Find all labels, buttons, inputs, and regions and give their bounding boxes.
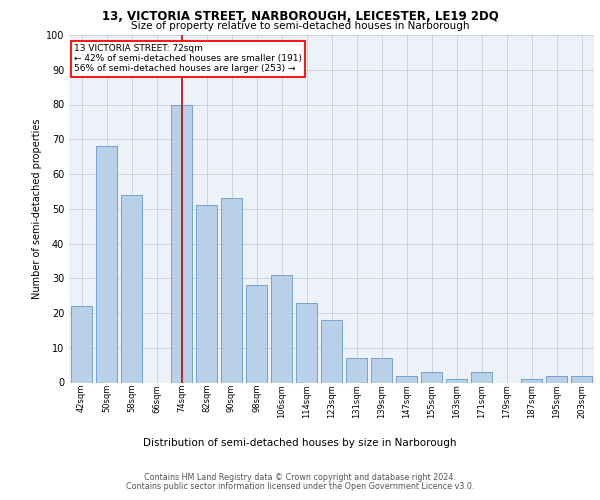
Bar: [171, 104, 192, 382]
Bar: [471, 372, 492, 382]
Bar: [321, 320, 342, 382]
Bar: [546, 376, 567, 382]
Text: Contains public sector information licensed under the Open Government Licence v3: Contains public sector information licen…: [126, 482, 474, 491]
Bar: [296, 302, 317, 382]
Bar: [246, 285, 267, 382]
Bar: [96, 146, 117, 382]
Bar: [571, 376, 592, 382]
Bar: [221, 198, 242, 382]
Y-axis label: Number of semi-detached properties: Number of semi-detached properties: [32, 118, 41, 299]
Text: Size of property relative to semi-detached houses in Narborough: Size of property relative to semi-detach…: [131, 21, 469, 31]
Bar: [396, 376, 417, 382]
Bar: [196, 206, 217, 382]
Text: Distribution of semi-detached houses by size in Narborough: Distribution of semi-detached houses by …: [143, 438, 457, 448]
Bar: [421, 372, 442, 382]
Bar: [71, 306, 92, 382]
Bar: [371, 358, 392, 382]
Text: Contains HM Land Registry data © Crown copyright and database right 2024.: Contains HM Land Registry data © Crown c…: [144, 472, 456, 482]
Bar: [346, 358, 367, 382]
Bar: [271, 275, 292, 382]
Bar: [446, 379, 467, 382]
Text: 13, VICTORIA STREET, NARBOROUGH, LEICESTER, LE19 2DQ: 13, VICTORIA STREET, NARBOROUGH, LEICEST…: [101, 10, 499, 23]
Text: 13 VICTORIA STREET: 72sqm
← 42% of semi-detached houses are smaller (191)
56% of: 13 VICTORIA STREET: 72sqm ← 42% of semi-…: [74, 44, 302, 74]
Bar: [521, 379, 542, 382]
Bar: [121, 195, 142, 382]
